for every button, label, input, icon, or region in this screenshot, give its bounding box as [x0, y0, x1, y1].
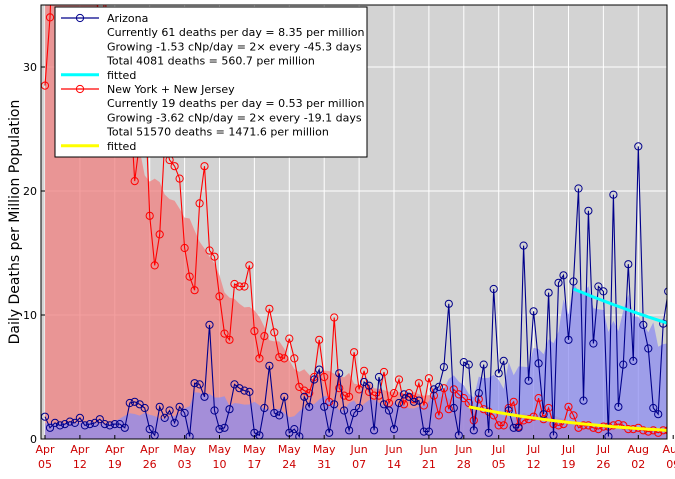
x-tick-label-day: 12 — [73, 458, 87, 471]
legend-entry-label: Growing -3.62 cNp/day = 2× every -19.1 d… — [107, 111, 362, 124]
x-tick-label-day: 19 — [562, 458, 576, 471]
x-tick-label-day: 24 — [282, 458, 296, 471]
x-tick-label-month: Apr — [105, 443, 125, 456]
legend-entry-label: fitted — [107, 69, 136, 82]
x-tick-label-month: May — [278, 443, 301, 456]
x-tick-label-day: 28 — [457, 458, 471, 471]
x-tick-label-day: 26 — [596, 458, 610, 471]
x-tick-label-day: 05 — [38, 458, 52, 471]
legend-entry-label: Total 51570 deaths = 1471.6 per million — [106, 126, 329, 139]
x-tick-label-day: 05 — [492, 458, 506, 471]
legend-entry-label: Currently 61 deaths per day = 8.35 per m… — [107, 26, 365, 39]
legend-entry-label: Total 4081 deaths = 560.7 per million — [106, 55, 315, 68]
x-tick-label-day: 10 — [213, 458, 227, 471]
legend-entry-label: Arizona — [107, 12, 148, 25]
legend-entry-label: Growing -1.53 cNp/day = 2× every -45.3 d… — [107, 40, 362, 53]
x-tick-label-month: Apr — [70, 443, 90, 456]
y-tick-label: 0 — [30, 433, 37, 446]
legend-entry-label: Currently 19 deaths per day = 0.53 per m… — [107, 97, 365, 110]
x-tick-label-month: Jun — [350, 443, 368, 456]
x-tick-label-day: 02 — [631, 458, 645, 471]
x-tick-label-month: Jul — [596, 443, 610, 456]
x-tick-label-day: 12 — [527, 458, 541, 471]
y-tick-label: 30 — [23, 61, 37, 74]
x-tick-label-month: Apr — [140, 443, 160, 456]
x-tick-label-month: Jun — [419, 443, 437, 456]
y-tick-label: 10 — [23, 309, 37, 322]
x-tick-label-day: 03 — [178, 458, 192, 471]
y-tick-label: 20 — [23, 185, 37, 198]
x-tick-label-day: 21 — [422, 458, 436, 471]
x-tick-label-month: Apr — [35, 443, 55, 456]
x-tick-label-month: Jul — [561, 443, 575, 456]
x-tick-label-month: Jul — [526, 443, 540, 456]
x-tick-label-day: 31 — [317, 458, 331, 471]
arizona-data-point — [670, 313, 675, 320]
legend-entry-label: fitted — [107, 140, 136, 153]
x-tick-label-month: May — [313, 443, 336, 456]
x-tick-label-month: Aug — [662, 443, 675, 456]
y-axis-label: Daily Deaths per Million Population — [7, 100, 23, 345]
x-tick-label-month: May — [208, 443, 231, 456]
x-tick-label-month: May — [243, 443, 266, 456]
x-tick-label-day: 19 — [108, 458, 122, 471]
x-tick-label-month: May — [173, 443, 196, 456]
x-tick-label-month: Aug — [628, 443, 649, 456]
x-tick-label-day: 09 — [666, 458, 675, 471]
x-tick-label-day: 14 — [387, 458, 401, 471]
x-tick-label-month: Jul — [491, 443, 505, 456]
x-tick-label-day: 17 — [247, 458, 261, 471]
x-tick-label-month: Jun — [454, 443, 472, 456]
x-tick-label-day: 07 — [352, 458, 366, 471]
x-tick-label-day: 26 — [143, 458, 157, 471]
x-tick-label-month: Jun — [384, 443, 402, 456]
nynj-data-point — [670, 429, 675, 436]
legend-entry-label: New York + New Jersey — [107, 83, 235, 96]
